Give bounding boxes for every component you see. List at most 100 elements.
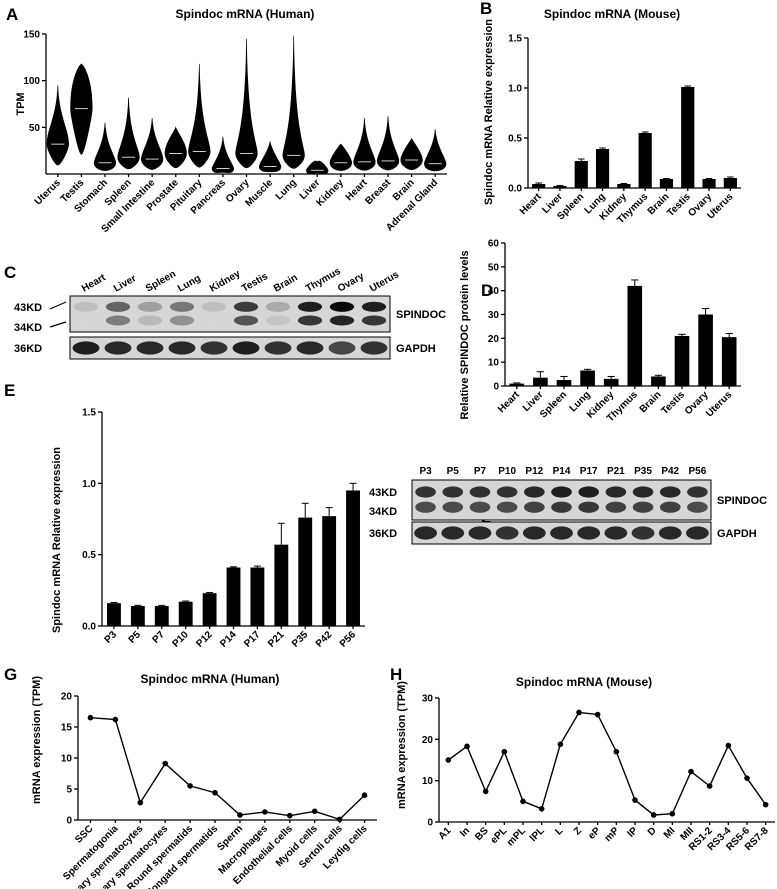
panel-f-spindoc-membrane [411,479,712,521]
panel-c-spindoc-band-lower [297,315,323,326]
panel-f-lane-label: P17 [580,466,598,477]
panel-b-y-tick-label: 0.5 [508,134,522,145]
panel-c-spindoc-band-lower [105,315,131,326]
panel-f-spindoc-band-lower [523,501,545,513]
panel-d-x-tick-label: Testis [659,389,687,417]
panel-e-x-tick-label: P42 [314,629,335,650]
panel-f-gapdh-band [414,526,438,540]
panel-d-x-tick-label: Heart [496,389,522,415]
panel-h-x-tick-label: D [646,825,659,838]
panel-h-point [445,757,452,763]
panel-label-D: D [481,281,493,300]
panel-a-violin [211,136,235,173]
panel-c-spindoc-band-upper [73,301,99,312]
panel-c-spindoc-band-lower [137,315,163,326]
panel-c-spindoc-band-lower [265,315,291,326]
panel-h-x-tick-label: MI [662,825,678,841]
panel-label-H: H [390,665,402,684]
panel-f-spindoc-band-upper [523,486,545,498]
panel-h-point [669,810,676,817]
panel-b-bar [659,179,674,188]
panel-c-spindoc-band-lower [201,315,227,326]
panel-c-gapdh-band [104,341,132,355]
panel-b-bar [638,133,652,188]
panel-e-bar [130,606,145,626]
panel-f-spindoc-band-upper [578,486,600,498]
panel-g-point [187,783,193,789]
panel-g-point [87,714,94,721]
panel-e-y-tick-label: 1.0 [82,479,96,490]
panel-c-arrow-34kd [49,321,67,328]
panel-e-bar [346,490,360,626]
panel-c-spindoc-band-upper [201,301,227,312]
panel-f-spindoc-band-upper [632,486,654,498]
panel-b-bar [574,161,588,188]
panel-g-point [112,716,119,723]
panel-a-y-tick-label: 50 [29,123,41,134]
panel-f-lane-label: P3 [419,466,432,477]
panel-e-bar [298,517,313,626]
panel-c-spindoc-band-lower [169,315,195,326]
panel-f-gapdh-band [577,526,601,540]
panel-h-point [594,711,601,718]
panel-c-lane-label: Liver [112,273,138,295]
panel-h-x-tick-label: BS [473,825,491,843]
panel-h-y-tick-label: 30 [422,694,434,705]
panel-e-y-axis-label: Spindoc mRNA Relative expression [51,447,63,633]
panel-h-point [557,741,564,748]
panel-f-lane-label: P7 [474,466,487,477]
panel-f-gapdh-band [441,526,465,540]
panel-h-title: Spindoc mRNA (Mouse) [516,675,652,689]
panel-c-gapdh-band [200,341,228,355]
panel-h-point [538,805,545,812]
panel-label-G: G [4,665,17,684]
panel-a-violin [46,85,69,166]
panel-d-bar [509,383,525,386]
panel-d-y-tick-label: 10 [488,358,500,369]
panel-f-gapdh-band [631,526,655,540]
panel-e-bar [322,516,337,626]
panel-f-spindoc-band-upper [551,486,572,498]
panel-a-violin [117,97,140,170]
panel-a-violin [93,122,117,171]
panel-e-y-tick-label: 1.5 [82,408,96,419]
panel-b-bar [681,87,695,188]
panel-c-lane-label: Spleen [144,269,178,295]
panel-d-y-tick-label: 20 [488,334,500,345]
panel-h-point [725,742,732,749]
panel-c-protein-spindoc: SPINDOC [396,309,446,321]
panel-c-spindoc-band-upper [297,301,323,312]
panel-f-lane-label: P35 [634,466,652,477]
panel-e-bar [250,567,265,626]
panel-f-lane-label: P21 [607,466,625,477]
panel-b-y-tick-label: 0.0 [508,184,522,195]
panel-g-y-tick-label: 5 [66,785,72,796]
panel-c-marker-36kd: 36KD [14,343,42,355]
panel-h-point [464,743,470,750]
panel-f-spindoc-band-lower [442,501,464,513]
panel-f-marker-36kd: 36KD [369,528,397,540]
panel-h-x-tick-label: lPL [528,825,547,844]
panel-e-y-tick-label: 0.0 [82,622,96,633]
panel-f-spindoc-band-upper [442,486,464,498]
panel-label-B: B [480,0,492,18]
panel-f-spindoc-band-lower [551,501,572,513]
panel-h-point [650,812,657,818]
panel-f-protein-spindoc: SPINDOC [717,495,767,507]
panel-h-point [744,775,750,781]
panel-d-y-tick-label: 40 [488,286,500,297]
panel-h-x-tick-label: A1 [437,825,454,842]
panel-h-point [576,709,582,716]
panel-f-lane-label: P56 [689,466,707,477]
panel-f-lane-label: P14 [553,466,571,477]
panel-e-x-tick-label: P5 [127,629,144,646]
panel-f-spindoc-band-lower [605,501,627,513]
panel-b-y-tick-label: 1.0 [508,84,522,95]
panel-c-spindoc-band-upper [137,301,163,312]
panel-g-y-tick-label: 10 [61,754,73,765]
panel-a-y-tick-label: 150 [23,30,40,41]
panel-h-x-tick-label: eP [586,825,603,842]
panel-c-spindoc-band-upper [361,301,387,312]
panel-a-violin [70,63,93,155]
